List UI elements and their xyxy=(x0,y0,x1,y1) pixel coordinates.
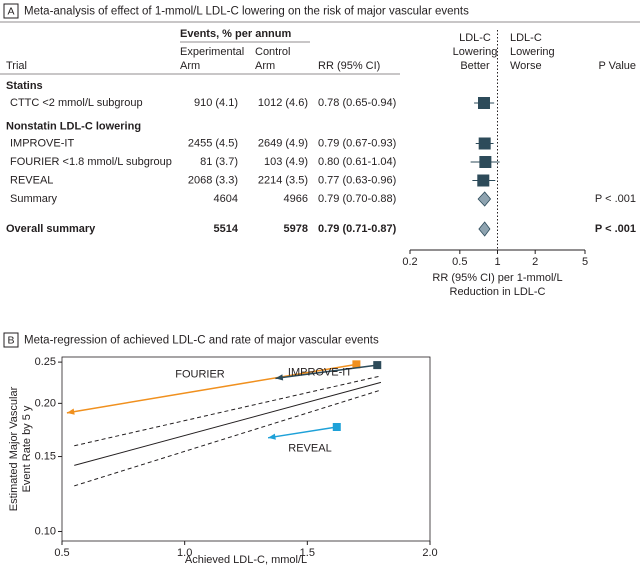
x-tick-label: 1.0 xyxy=(177,547,192,559)
x-tick-label: 2 xyxy=(532,256,538,268)
panel-title: Meta-analysis of effect of 1-mmol/L LDL-… xyxy=(24,6,469,18)
p-value: P < .001 xyxy=(595,193,636,205)
panel-label-box xyxy=(3,3,19,19)
control-events: 2214 (3.5) xyxy=(258,174,308,186)
panel-label-box xyxy=(3,332,19,348)
column-header: Trial xyxy=(6,60,27,72)
column-header: Events, % per annum xyxy=(180,28,291,40)
rr-label: 0.79 (0.70-0.88) xyxy=(318,193,396,205)
start-marker xyxy=(373,361,382,370)
y-axis-label: Event Rate by 5 y xyxy=(21,405,33,492)
control-events: 5978 xyxy=(284,223,308,235)
p-value: P < .001 xyxy=(595,223,636,235)
x-tick-label: 2.0 xyxy=(422,547,437,559)
estimate-square xyxy=(477,174,490,187)
panel-label: B xyxy=(7,334,14,346)
rr-label: 0.77 (0.63-0.96) xyxy=(318,174,396,186)
series-label: IMPROVE-IT xyxy=(288,367,352,379)
x-tick-label: 0.2 xyxy=(402,256,417,268)
x-axis-label: Reduction in LDL-C xyxy=(450,286,546,298)
summary-diamond xyxy=(478,221,491,237)
series-label: FOURIER xyxy=(175,368,225,380)
column-header: Experimental xyxy=(180,46,244,58)
column-header: P Value xyxy=(598,60,636,72)
experimental-events: 81 (3.7) xyxy=(200,156,238,168)
x-tick-label: 0.5 xyxy=(54,547,69,559)
start-marker xyxy=(332,422,341,431)
rr-label: 0.79 (0.71-0.87) xyxy=(318,223,397,235)
y-axis-label: Estimated Major Vascular xyxy=(8,386,20,511)
rr-label: 0.80 (0.61-1.04) xyxy=(318,156,396,168)
control-events: 2649 (4.9) xyxy=(258,137,308,149)
column-header: RR (95% CI) xyxy=(318,60,380,72)
estimate-square xyxy=(479,156,492,168)
favors-label: LDL-C xyxy=(510,32,542,44)
y-tick-label: 0.20 xyxy=(35,397,56,409)
column-header: Arm xyxy=(180,60,200,72)
rr-label: 0.79 (0.67-0.93) xyxy=(318,137,396,149)
arrowhead xyxy=(275,374,284,381)
x-tick-label: 1 xyxy=(494,256,500,268)
regression-line xyxy=(74,381,382,466)
control-events: 103 (4.9) xyxy=(264,156,308,168)
estimate-square xyxy=(478,137,491,150)
favors-label: Lowering xyxy=(510,46,555,58)
regression-line xyxy=(74,389,382,487)
plot-frame xyxy=(61,356,431,542)
x-axis-label: RR (95% CI) per 1-mmol/L xyxy=(432,272,562,284)
x-axis-label: Achieved LDL-C, mmol/L xyxy=(185,554,307,566)
x-tick-label: 1.5 xyxy=(300,547,315,559)
summary-diamond xyxy=(477,191,492,207)
trial-name: Overall summary xyxy=(6,223,96,235)
trend-arrow xyxy=(267,426,337,439)
experimental-events: 4604 xyxy=(214,193,238,205)
arrowhead xyxy=(66,408,75,415)
regression-line xyxy=(74,375,382,447)
trial-name: FOURIER <1.8 mmol/L subgroup xyxy=(10,156,172,168)
column-header: Control xyxy=(255,46,290,58)
trial-name: CTTC <2 mmol/L subgroup xyxy=(10,97,143,109)
y-tick-label: 0.10 xyxy=(35,525,56,537)
y-tick-label: 0.15 xyxy=(35,450,56,462)
favors-label: Better xyxy=(460,60,490,72)
rr-label: 0.78 (0.65-0.94) xyxy=(318,97,396,109)
group-heading: Nonstatin LDL-C lowering xyxy=(6,120,141,132)
control-events: 1012 (4.6) xyxy=(258,97,308,109)
arrowhead xyxy=(268,433,276,440)
series-label: REVEAL xyxy=(288,442,331,454)
panel-title: Meta-regression of achieved LDL-C and ra… xyxy=(24,335,379,347)
favors-label: LDL-C xyxy=(459,32,491,44)
trial-name: Summary xyxy=(10,193,58,205)
trend-arrow xyxy=(275,364,378,380)
column-header: Arm xyxy=(255,60,275,72)
favors-label: Worse xyxy=(510,60,542,72)
experimental-events: 5514 xyxy=(214,223,239,235)
panel-label: A xyxy=(7,5,14,17)
experimental-events: 910 (4.1) xyxy=(194,97,238,109)
group-heading: Statins xyxy=(6,80,43,92)
favors-label: Lowering xyxy=(453,46,498,58)
y-tick-label: 0.25 xyxy=(35,356,56,368)
experimental-events: 2455 (4.5) xyxy=(188,137,238,149)
x-tick-label: 5 xyxy=(582,256,588,268)
estimate-square xyxy=(477,97,490,109)
trend-arrow xyxy=(66,363,357,414)
x-tick-label: 0.5 xyxy=(452,256,467,268)
start-marker xyxy=(352,360,361,369)
trial-name: IMPROVE-IT xyxy=(10,137,74,149)
control-events: 4966 xyxy=(284,193,308,205)
trial-name: REVEAL xyxy=(10,174,53,186)
experimental-events: 2068 (3.3) xyxy=(188,174,238,186)
